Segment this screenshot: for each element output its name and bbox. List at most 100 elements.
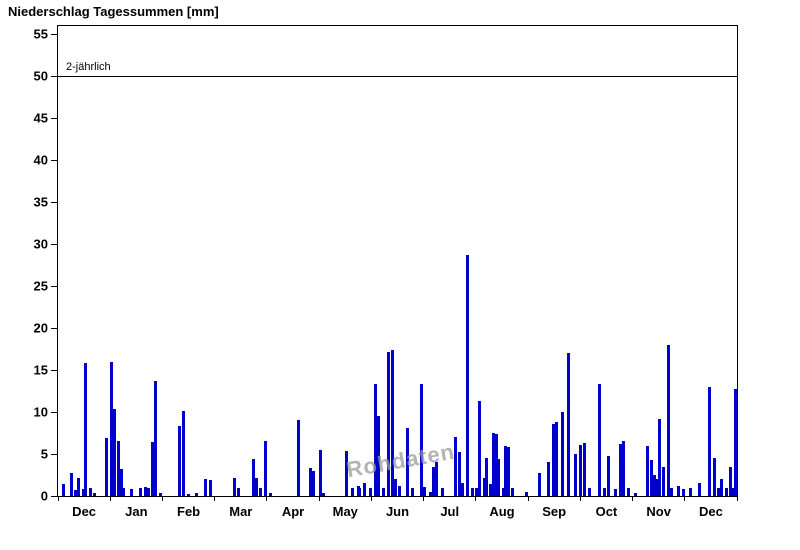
precipitation-bar xyxy=(457,452,461,496)
precipitation-bar xyxy=(478,401,482,496)
precipitation-bar xyxy=(483,478,487,496)
precipitation-bar xyxy=(567,353,571,496)
x-tick-mark xyxy=(161,496,163,501)
precipitation-bar xyxy=(661,466,665,496)
x-tick-label: Nov xyxy=(646,504,671,519)
y-tick-label: 45 xyxy=(33,110,48,126)
precipitation-bar xyxy=(622,440,626,496)
precipitation-bar xyxy=(159,493,163,496)
precipitation-bar xyxy=(130,489,134,496)
y-tick-mark xyxy=(51,117,57,119)
y-tick-mark xyxy=(51,495,57,497)
precipitation-bar xyxy=(258,487,262,496)
precipitation-bar xyxy=(73,490,77,496)
precipitation-bar xyxy=(689,487,693,496)
precipitation-bar xyxy=(209,480,213,496)
precipitation-bar xyxy=(411,487,415,496)
precipitation-bar xyxy=(488,484,492,496)
precipitation-bar xyxy=(435,462,439,496)
x-tick-label: Jul xyxy=(440,504,460,519)
precipitation-bar xyxy=(104,438,108,496)
precipitation-bar xyxy=(296,420,300,496)
precipitation-bar xyxy=(716,487,720,496)
precipitation-bar xyxy=(203,479,207,496)
precipitation-bar xyxy=(510,487,514,496)
precipitation-bar xyxy=(474,488,478,496)
x-tick-mark xyxy=(370,496,372,501)
y-tick-mark xyxy=(51,33,57,35)
precipitation-bar xyxy=(502,487,506,496)
precipitation-bar xyxy=(666,344,670,496)
precipitation-bar xyxy=(406,428,410,496)
precipitation-bar xyxy=(471,487,475,496)
threshold-line-2yr xyxy=(58,75,737,77)
precipitation-bar xyxy=(725,487,729,496)
y-tick-label: 10 xyxy=(33,404,48,420)
precipitation-bar xyxy=(627,487,631,496)
precipitation-bar xyxy=(351,488,355,496)
precipitation-bar xyxy=(356,485,360,496)
precipitation-bar xyxy=(109,361,113,496)
precipitation-bar xyxy=(682,489,686,496)
y-tick-label: 5 xyxy=(40,446,48,462)
precipitation-bar xyxy=(420,384,423,496)
precipitation-bar xyxy=(582,443,586,496)
y-tick-label: 55 xyxy=(33,26,48,42)
precipitation-bar xyxy=(121,488,125,496)
y-tick-label: 40 xyxy=(33,152,48,168)
x-tick-mark xyxy=(579,496,581,501)
precipitation-bar xyxy=(728,466,732,496)
precipitation-bar xyxy=(83,363,87,496)
precipitation-bar xyxy=(646,445,650,496)
precipitation-bar xyxy=(387,351,391,496)
precipitation-bar xyxy=(492,433,496,496)
precipitation-bar xyxy=(466,255,470,496)
precipitation-bar xyxy=(138,487,142,496)
precipitation-bar xyxy=(428,491,432,496)
precipitation-bar xyxy=(634,492,638,496)
precipitation-bar xyxy=(504,445,508,496)
x-tick-label: Dec xyxy=(72,504,97,519)
precipitation-bar xyxy=(507,447,511,496)
x-tick-label: Mar xyxy=(229,504,253,519)
precipitation-bar xyxy=(263,440,267,496)
precipitation-bar xyxy=(308,468,312,496)
x-tick-mark xyxy=(736,496,738,501)
precipitation-bar xyxy=(603,487,607,496)
y-tick-mark xyxy=(51,327,57,329)
precipitation-bar xyxy=(70,472,74,496)
y-tick-label: 15 xyxy=(33,362,48,378)
precipitation-bar xyxy=(713,458,717,496)
precipitation-bar xyxy=(677,485,681,496)
precipitation-bar xyxy=(546,462,550,496)
x-tick-label: Aug xyxy=(489,504,515,519)
precipitation-bar xyxy=(154,381,158,496)
x-tick-label: Feb xyxy=(177,504,201,519)
precipitation-bar xyxy=(236,487,240,496)
plot-area: 0 5 10 15 20 25 30 35 40 45 50 55 Dec Jan Feb Mar Apr May… xyxy=(34,25,738,519)
precipitation-bar xyxy=(720,479,724,496)
chart-title: Niederschlag Tagessummen [mm] xyxy=(8,4,219,19)
x-tick-label: Apr xyxy=(281,504,305,519)
x-tick-mark xyxy=(57,496,59,501)
y-tick-label: 20 xyxy=(33,320,48,336)
precipitation-bar xyxy=(390,349,394,496)
precipitation-bar xyxy=(732,487,736,496)
precipitation-bar xyxy=(89,488,93,496)
x-tick-mark xyxy=(632,496,634,501)
precipitation-bar xyxy=(195,492,199,496)
watermark-text: Rohdaten xyxy=(344,438,457,483)
precipitation-bar xyxy=(181,411,185,496)
precipitation-bar xyxy=(440,487,444,496)
precipitation-bar xyxy=(588,487,592,496)
x-tick-mark xyxy=(266,496,268,501)
x-tick-mark xyxy=(109,496,111,501)
y-tick-mark xyxy=(51,201,57,203)
precipitation-bar xyxy=(454,437,458,496)
precipitation-bar xyxy=(538,473,542,496)
precipitation-bar xyxy=(654,479,658,496)
x-tick-mark xyxy=(214,496,216,501)
precipitation-bar xyxy=(377,416,381,496)
precipitation-bar xyxy=(697,483,701,496)
